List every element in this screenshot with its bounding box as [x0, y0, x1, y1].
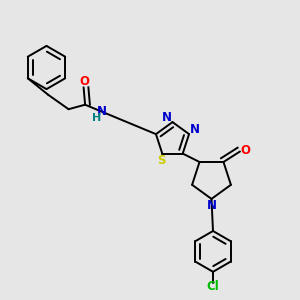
Text: S: S [157, 154, 166, 167]
Text: N: N [162, 111, 172, 124]
Text: Cl: Cl [207, 280, 219, 293]
Text: O: O [240, 144, 250, 157]
Text: N: N [206, 199, 217, 212]
Text: N: N [189, 123, 200, 136]
Text: H: H [92, 112, 101, 123]
Text: O: O [79, 75, 89, 88]
Text: N: N [97, 104, 106, 118]
